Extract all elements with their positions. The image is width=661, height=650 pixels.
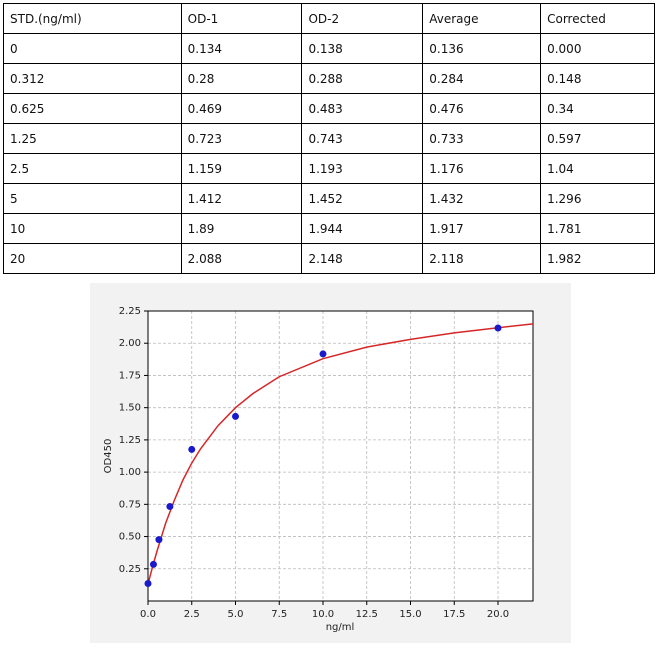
y-tick-label: 1.00 <box>119 467 141 478</box>
table-cell: 0.000 <box>540 33 655 64</box>
table-cell: 2.088 <box>180 243 303 274</box>
data-table: STD.(ng/ml) OD-1 OD-2 Average Corrected 0 0.13… <box>3 3 655 274</box>
x-tick-label: 0.0 <box>140 609 156 620</box>
table-cell: 0.284 <box>422 63 542 94</box>
chart: ng/ml OD450 0.0 2.5 5.0 7.5 10.0 12.5 15.0 17.5… <box>90 283 571 643</box>
table-cell: 0.476 <box>422 93 542 124</box>
table-cell: 20 <box>3 243 182 274</box>
x-tick-label: 2.5 <box>184 609 200 620</box>
y-tick-label: 0.50 <box>119 532 141 543</box>
table-cell: 1.25 <box>3 123 182 154</box>
x-axis-label: ng/ml <box>326 622 355 633</box>
table-cell: 1.412 <box>180 183 303 214</box>
table-cell: 1.04 <box>540 153 655 184</box>
table-cell: 0.597 <box>540 123 655 154</box>
table-cell: 0.469 <box>180 93 303 124</box>
table-cell: 2.118 <box>422 243 542 274</box>
table-cell: 0.134 <box>180 33 303 64</box>
y-tick-label: 0.75 <box>119 499 141 510</box>
data-point <box>166 503 174 511</box>
table-row: 0.625 0.469 0.483 0.476 0.34 <box>3 93 655 124</box>
data-point <box>232 412 239 420</box>
y-tick-label: 2.00 <box>119 338 141 349</box>
table-cell: OD-2 <box>301 3 424 34</box>
table-cell: 1.296 <box>540 183 655 214</box>
table-cell: Corrected <box>540 3 655 34</box>
table-cell: 10 <box>3 213 182 244</box>
x-tick-label: 12.5 <box>356 609 378 620</box>
table-cell: 0.733 <box>422 123 542 154</box>
y-tick-label: 2.25 <box>119 306 141 317</box>
table-cell: 2.5 <box>3 153 182 184</box>
table-cell: 1.432 <box>422 183 542 214</box>
table-row: 20 2.088 2.148 2.118 1.982 <box>3 243 655 274</box>
table-cell: 0 <box>3 33 182 64</box>
y-axis-label: OD450 <box>103 439 114 474</box>
table-row: 5 1.412 1.452 1.432 1.296 <box>3 183 655 214</box>
table-cell: 0.288 <box>301 63 424 94</box>
table-row: 0.312 0.28 0.288 0.284 0.148 <box>3 63 655 94</box>
table-cell: 0.28 <box>180 63 303 94</box>
table-cell: 1.781 <box>540 213 655 244</box>
table-cell: 1.159 <box>180 153 303 184</box>
y-tick-label: 1.75 <box>119 370 141 381</box>
x-tick-label: 17.5 <box>443 609 465 620</box>
table-cell: STD.(ng/ml) <box>3 3 182 34</box>
table-cell: 0.743 <box>301 123 424 154</box>
x-tick-label: 7.5 <box>271 609 287 620</box>
table-cell: 0.483 <box>301 93 424 124</box>
table-cell: 1.176 <box>422 153 542 184</box>
header-row: STD.(ng/ml) OD-1 OD-2 Average Corrected <box>3 3 655 34</box>
x-tick-label: 10.0 <box>312 609 334 620</box>
table-row: 0 0.134 0.138 0.136 0.000 <box>3 33 655 64</box>
table-cell: 0.34 <box>540 93 655 124</box>
plot-area <box>148 311 533 601</box>
table-cell: 0.138 <box>301 33 424 64</box>
x-tick-label: 20.0 <box>487 609 509 620</box>
table-row: 1.25 0.723 0.743 0.733 0.597 <box>3 123 655 154</box>
table-cell: 5 <box>3 183 182 214</box>
table-cell: 1.944 <box>301 213 424 244</box>
y-tick-label: 1.25 <box>119 435 141 446</box>
data-point <box>149 560 157 568</box>
table-cell: 1.193 <box>301 153 424 184</box>
table-cell: 1.917 <box>422 213 542 244</box>
data-point <box>144 579 152 587</box>
data-point <box>319 350 327 358</box>
y-tick-label: 0.25 <box>119 564 141 575</box>
table-cell: 0.625 <box>3 93 182 124</box>
table-cell: OD-1 <box>180 3 303 34</box>
plot-frame <box>147 310 534 602</box>
data-point <box>188 445 196 453</box>
table-cell: 1.89 <box>180 213 303 244</box>
x-tick-label: 15.0 <box>399 609 421 620</box>
table-row: 10 1.89 1.944 1.917 1.781 <box>3 213 655 244</box>
x-tick-label: 5.0 <box>228 609 244 620</box>
table-cell: 0.148 <box>540 63 655 94</box>
table-row: 2.5 1.159 1.193 1.176 1.04 <box>3 153 655 184</box>
table-cell: 0.136 <box>422 33 542 64</box>
table-cell: 0.312 <box>3 63 182 94</box>
data-point <box>155 536 163 544</box>
table-cell: 1.452 <box>301 183 424 214</box>
table-cell: 0.723 <box>180 123 303 154</box>
data-point <box>494 324 502 332</box>
y-tick-label: 1.50 <box>119 403 141 414</box>
table-cell: 2.148 <box>301 243 424 274</box>
table-cell: 1.982 <box>540 243 655 274</box>
table-cell: Average <box>422 3 542 34</box>
